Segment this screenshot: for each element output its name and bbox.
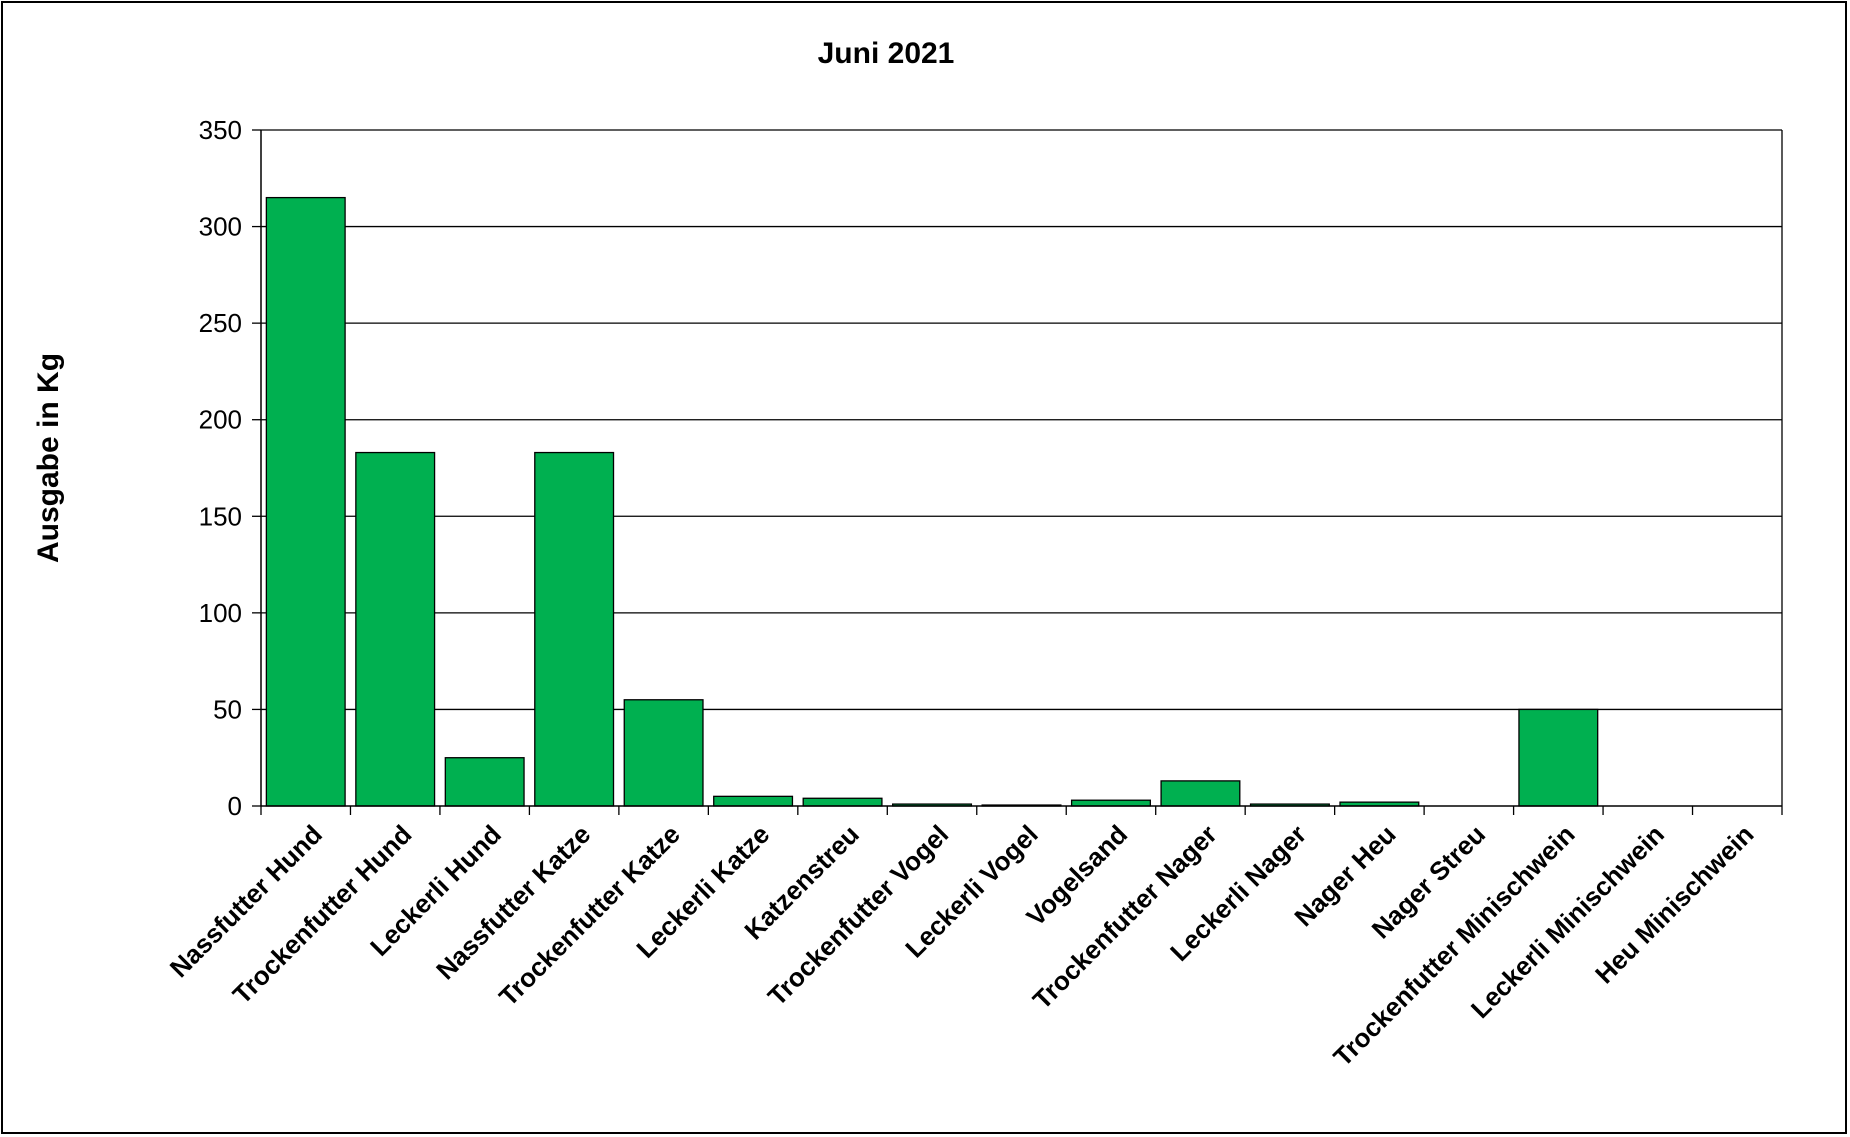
y-axis-label: Ausgabe in Kg bbox=[32, 353, 65, 563]
bar bbox=[355, 451, 436, 807]
bar bbox=[1518, 708, 1599, 807]
bar bbox=[534, 451, 615, 807]
y-tick-label: 50 bbox=[213, 694, 242, 724]
bar bbox=[1160, 780, 1241, 807]
bar bbox=[444, 757, 525, 807]
chart-title: Juni 2021 bbox=[818, 37, 955, 70]
y-tick-label: 300 bbox=[199, 212, 242, 242]
bar bbox=[1070, 799, 1151, 807]
y-tick-label: 350 bbox=[199, 115, 242, 145]
x-tick-label: Nassfutter Katze bbox=[430, 819, 596, 985]
y-tick-label: 150 bbox=[199, 501, 242, 531]
y-tick-label: 200 bbox=[199, 405, 242, 435]
x-tick-label: Trockenfutter Hund bbox=[227, 819, 418, 1010]
y-tick-label: 250 bbox=[199, 308, 242, 338]
x-tick-label: Heu Minischwein bbox=[1589, 819, 1759, 989]
bar bbox=[265, 196, 346, 807]
y-tick-label: 0 bbox=[228, 791, 242, 821]
y-tick-labels: 0 50 100 150 200 250 300 350 bbox=[199, 115, 242, 821]
x-tick-label: Nassfutter Hund bbox=[164, 819, 328, 983]
bar bbox=[623, 699, 704, 807]
gridlines bbox=[261, 129, 1782, 711]
bar bbox=[713, 795, 794, 807]
axes bbox=[252, 129, 1783, 815]
y-tick-label: 100 bbox=[199, 598, 242, 628]
bars bbox=[265, 196, 1599, 807]
bar bbox=[802, 797, 883, 807]
